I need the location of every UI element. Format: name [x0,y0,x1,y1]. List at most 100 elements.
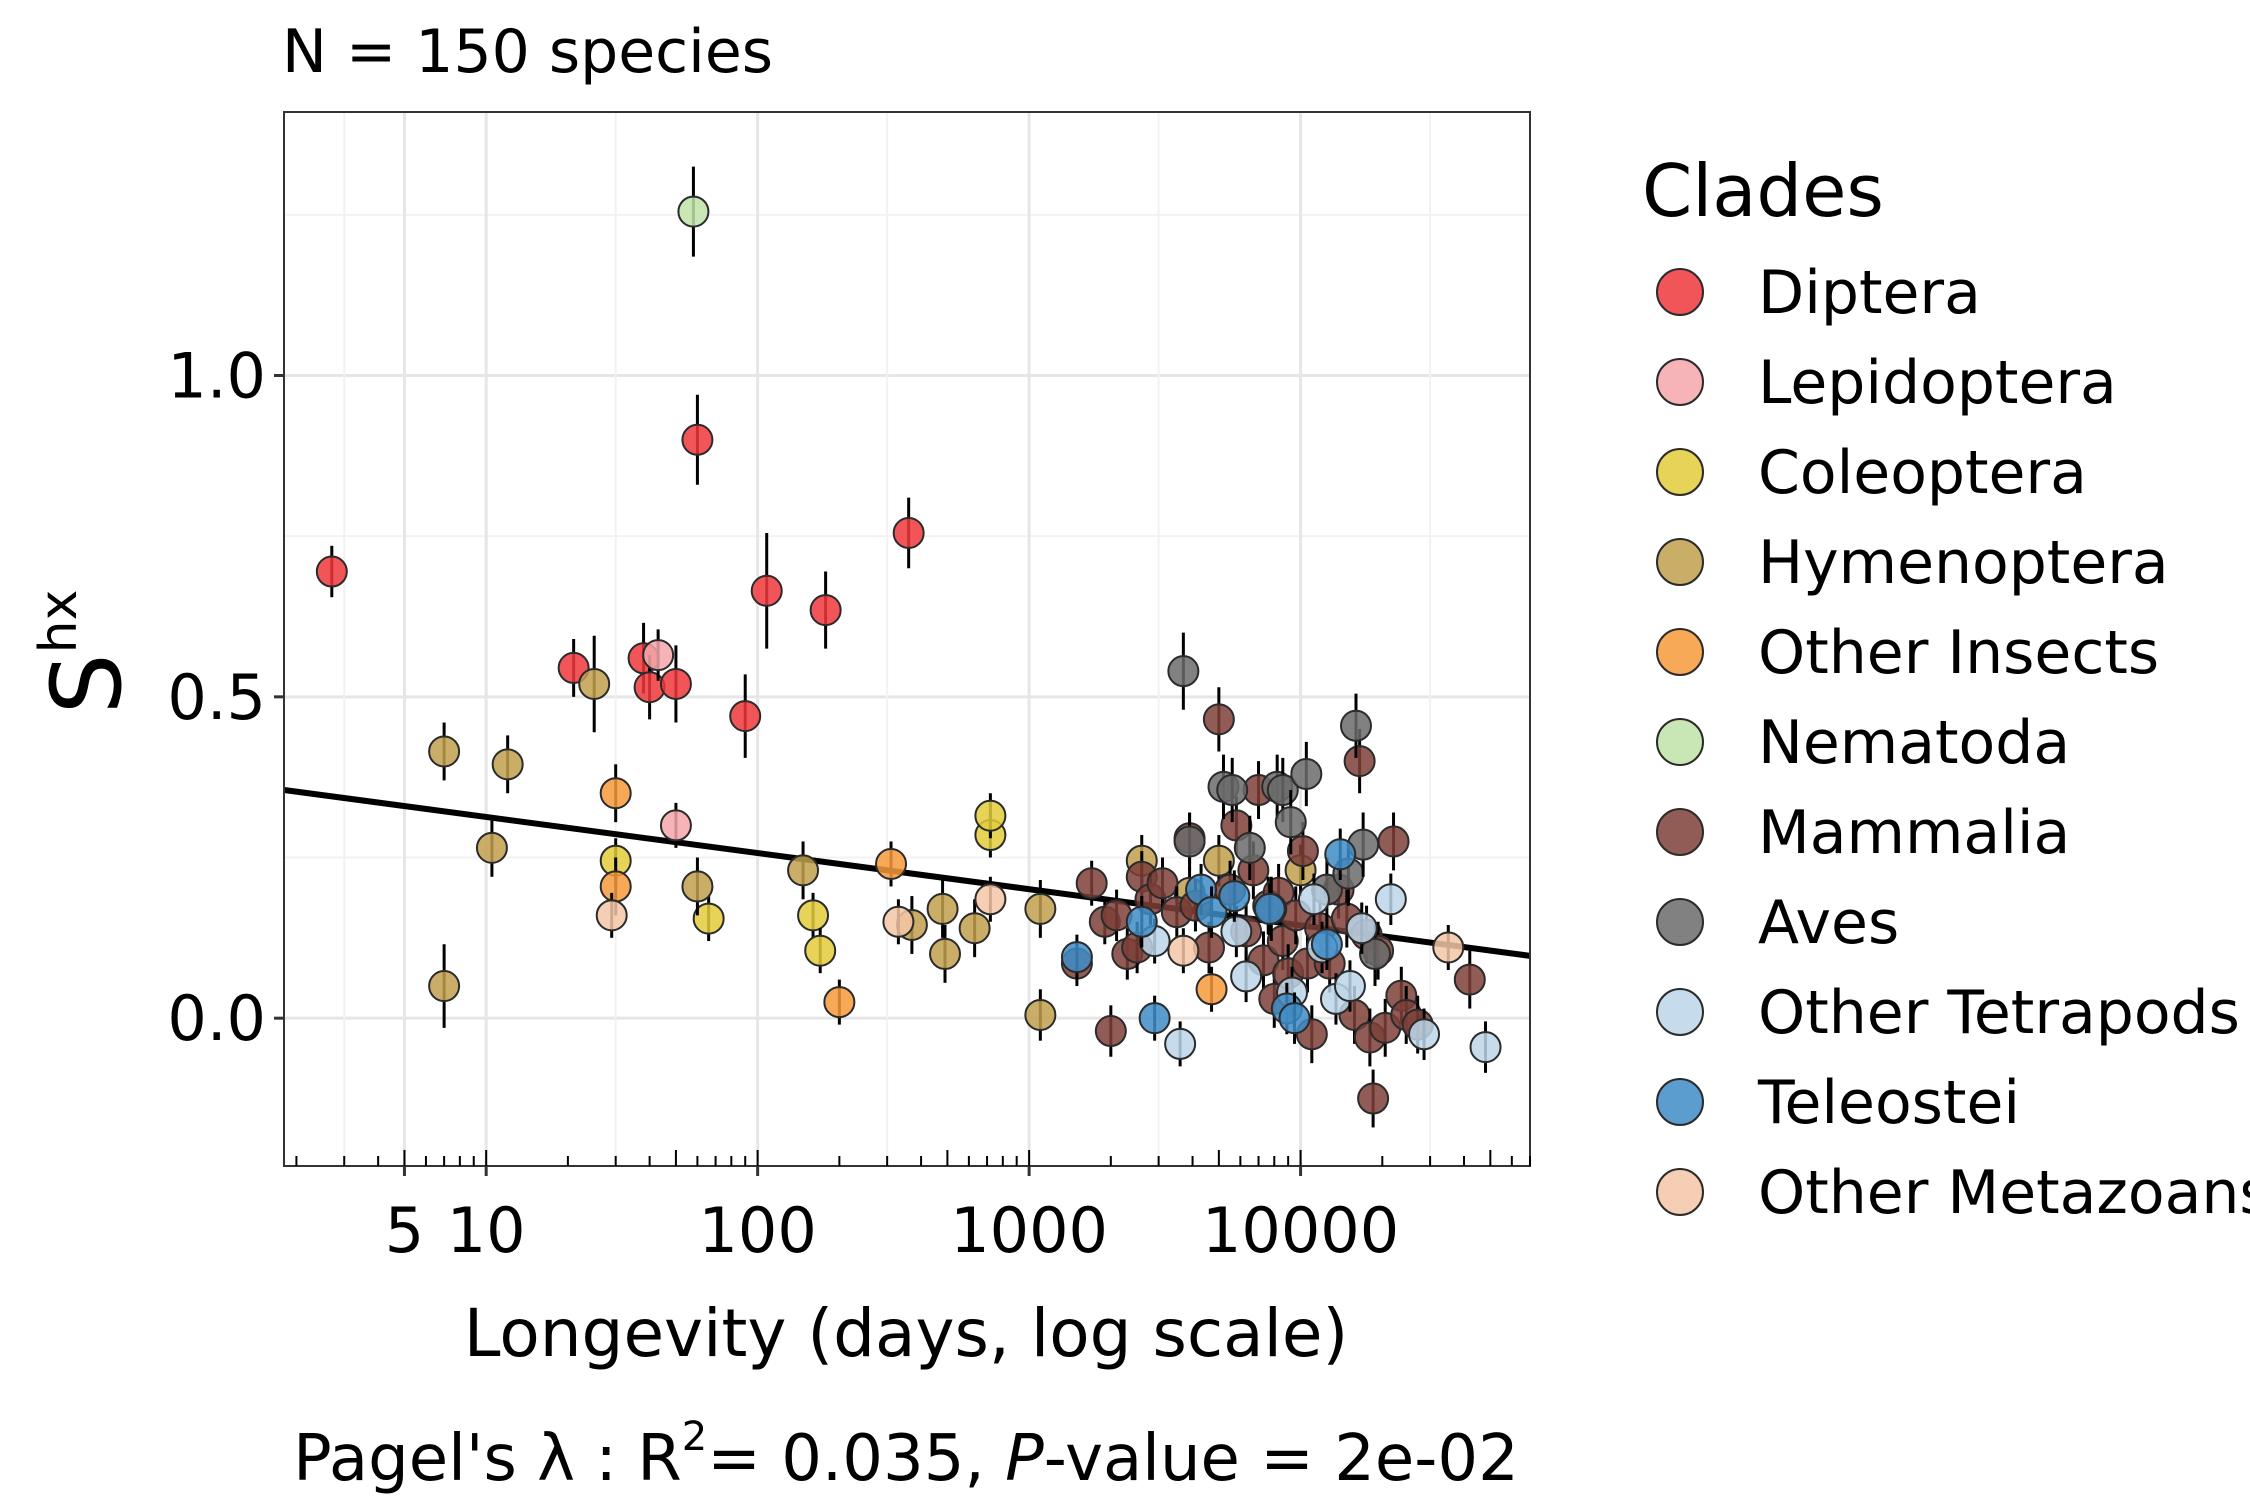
y-tick-label: 0.5 [167,661,266,734]
legend-label-diptera: Diptera [1758,258,1981,328]
legend-key-mammalia [1656,808,1704,856]
legend-key-hymenoptera [1656,538,1704,586]
legend-key-other-tetrapods [1656,988,1704,1036]
data-point [475,831,508,864]
data-point [1167,934,1200,967]
data-point [633,671,666,704]
data-point [1408,1018,1441,1051]
data-point [926,892,959,925]
data-point [974,883,1007,916]
x-tick-label: 1000 [950,1194,1108,1267]
data-point [1167,655,1200,688]
data-point [578,667,611,700]
data-point [1202,844,1235,877]
data-point [750,574,783,607]
x-tick-label: 100 [698,1194,816,1267]
data-point [1266,925,1299,958]
data-point [1094,1015,1127,1048]
data-point [1324,838,1357,871]
data-point [1310,928,1343,961]
plot-panel [284,112,1530,1166]
stats-prefix: Pagel's λ : R [293,1422,682,1496]
regression-stats: Pagel's λ : R2= 0.035, P-value = 2e-02 [293,1414,1519,1496]
legend: Clades Diptera Lepidoptera Coleoptera Hymen… [1642,149,2250,1228]
data-point [692,902,725,935]
data-point [1125,905,1158,938]
legend-label-mammalia: Mammalia [1758,798,2070,868]
data-point [1274,806,1307,839]
data-point [595,899,628,932]
data-point [809,594,842,627]
legend-key-teleostei [1656,1078,1704,1126]
legend-key-coleoptera [1656,448,1704,496]
data-point [1146,867,1179,900]
data-point [1230,960,1263,993]
data-point [428,970,461,1003]
x-tick-label: 10000 [1202,1194,1399,1267]
y-axis-title-sup: hx [29,590,89,654]
data-point [1075,867,1108,900]
x-tick-label: 10 [447,1194,526,1267]
data-point [1173,825,1206,858]
data-point [642,639,675,672]
data-point [1357,1082,1390,1115]
legend-label-hymenoptera: Hymenoptera [1758,528,2169,598]
legend-title: Clades [1642,149,1884,233]
legend-key-diptera [1656,268,1704,316]
series-aves [1167,632,1392,987]
data-point [1374,883,1407,916]
data-point [875,847,908,880]
data-point [1453,963,1486,996]
data-point [1290,757,1323,790]
data-point [929,937,962,970]
plot-border [283,111,1531,1167]
series-coleoptera [599,793,1007,974]
data-point [1024,892,1057,925]
legend-key-other-insects [1656,628,1704,676]
data-point [1138,1002,1171,1035]
y-axis-title-main: S [31,653,143,714]
sample-size-note: N = 150 species [282,17,773,87]
data-point [1377,825,1410,858]
data-point [804,934,837,967]
data-point [1432,931,1465,964]
data-point [681,870,714,903]
data-point [1024,998,1057,1031]
series-nematoda [677,166,710,257]
data-point [1359,937,1392,970]
legend-label-teleostei: Teleostei [1757,1068,2020,1138]
data-point [659,809,692,842]
legend-label-other-metazoans: Other Metazoans [1758,1158,2250,1228]
data-point [797,899,830,932]
data-point [974,799,1007,832]
data-point [1469,1031,1502,1064]
data-point [659,667,692,700]
stats-value: = 0.035, [707,1422,1005,1496]
data-point [958,912,991,945]
legend-label-aves: Aves [1758,888,1899,958]
data-point [729,700,762,733]
data-point [1286,835,1319,868]
legend-key-nematoda [1656,718,1704,766]
legend-label-nematoda: Nematoda [1758,708,2070,778]
legend-key-lepidoptera [1656,358,1704,406]
data-point [681,423,714,456]
series-lepidoptera [642,629,692,848]
data-point [599,870,632,903]
data-point [1216,774,1249,807]
y-axis-title: Shx [29,590,143,715]
legend-key-other-metazoans [1656,1168,1704,1216]
data-point [1202,703,1235,736]
stats-r2-sup: 2 [682,1414,707,1460]
legend-label-coleoptera: Coleoptera [1758,438,2087,508]
y-tick-label: 1.0 [167,340,266,413]
data-point [823,986,856,1019]
data-point [1060,941,1093,974]
data-point [1345,912,1378,945]
data-point [1297,883,1330,916]
data-point [491,748,524,781]
plot-area: 5 10 100 1000 10000 0.0 0.5 1.0 [167,111,1531,1267]
stats-p-value: -value = 2e-02 [1044,1422,1519,1496]
